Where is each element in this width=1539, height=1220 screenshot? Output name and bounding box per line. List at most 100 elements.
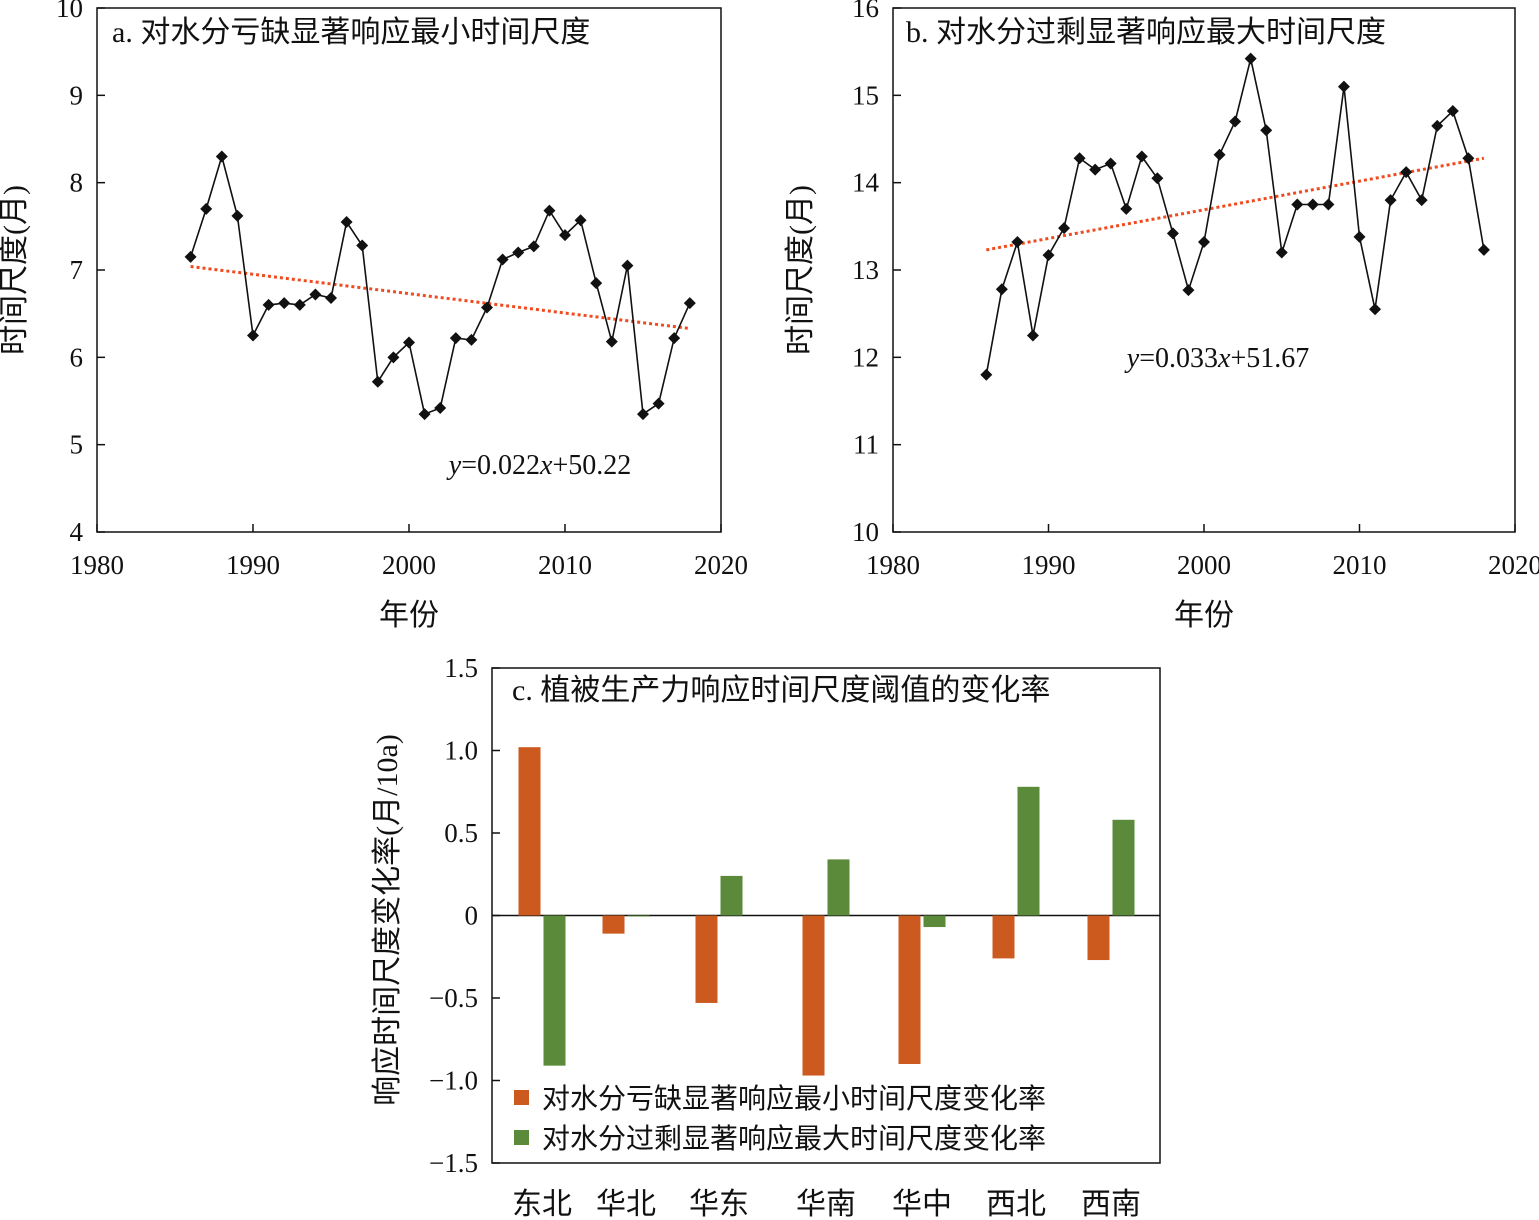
panel-b-x-tick-label: 2010 (1333, 550, 1387, 580)
panel-c-bar-surplus (1017, 786, 1040, 916)
panel-a-y-tick-label: 8 (70, 168, 84, 198)
panel-b-data-point (1384, 194, 1397, 207)
panel-a-data-point (387, 351, 400, 364)
panel-a-eq-intercept: +50.22 (552, 450, 631, 481)
panel-b-eq-var-x: x (1217, 343, 1231, 374)
panel-c-bar-deficit (898, 915, 921, 1064)
panel-b-data-point (1011, 236, 1024, 249)
panel-a-data-point (340, 215, 353, 228)
panel-c-legend: 对水分亏缺显著响应最小时间尺度变化率 对水分过剩显著响应最大时间尺度变化率 (514, 1083, 1046, 1155)
panel-a-eq-slope: =0.022 (461, 450, 540, 481)
panel-a-data-point (356, 239, 369, 252)
panel-b-data-point (1446, 105, 1459, 118)
panel-a-data-point (371, 375, 384, 388)
panel-b-eq-var-y: y (1124, 343, 1140, 374)
panel-b-data-point (1477, 243, 1490, 256)
panel-a-data-point (559, 229, 571, 242)
panel-a-x-tick-label: 2020 (694, 550, 748, 580)
panel-a-data-point (215, 150, 228, 163)
panel-c-y-tick-label: 1.0 (444, 736, 478, 766)
panel-a-data-point (668, 332, 681, 345)
panel-b-data-point (1291, 198, 1304, 211)
panel-b-data-point (1120, 202, 1133, 215)
panel-b-data-point (1073, 152, 1086, 165)
panel-b-data-point (1042, 249, 1055, 262)
panel-b-data-point (1166, 227, 1179, 240)
panel-b-line-chart: b. 对水分过剩显著响应最大时间尺度 年份 时间尺度(月) y=0.033x+5… (784, 0, 1539, 632)
panel-a-y-tick-label: 10 (56, 0, 83, 23)
panel-c-category-label: 西南 (1081, 1188, 1141, 1220)
panel-b-y-tick-label: 15 (852, 80, 879, 110)
panel-b-data-point (1369, 303, 1382, 316)
panel-a-x-axis-label: 年份 (379, 599, 439, 632)
panel-b-data-point (1462, 152, 1475, 165)
panel-b-data-point (1058, 222, 1071, 235)
panel-c-category-label: 华南 (796, 1188, 856, 1220)
panel-a-x-tick-label: 1980 (70, 550, 124, 580)
legend-swatch-deficit (514, 1090, 529, 1105)
panel-a-data-point (231, 209, 244, 222)
panel-a-data-point (309, 288, 322, 301)
panel-a-data-point (278, 297, 291, 310)
panel-b-data-point (1415, 194, 1428, 207)
panel-c-bar-deficit (518, 747, 541, 916)
panel-b-data-point (1400, 166, 1413, 179)
panel-a-data-point (262, 298, 275, 311)
panel-b-data-point (1182, 284, 1195, 297)
panel-a-y-tick-label: 4 (70, 517, 84, 547)
panel-a-data-point (418, 408, 431, 421)
panel-a-eq-var-x: x (539, 450, 553, 481)
panel-c-bar-deficit (992, 915, 1015, 959)
panel-b-y-tick-label: 14 (852, 168, 880, 198)
panel-c-bar-surplus (627, 915, 650, 917)
panel-c-y-tick-label: 1.5 (444, 653, 478, 683)
panel-a-data-point (683, 297, 696, 310)
panel-a-data-point (621, 259, 634, 272)
panel-a-data-point (605, 335, 618, 348)
panel-a-x-tick-label: 2000 (382, 550, 436, 580)
panel-b-data-point (1198, 236, 1210, 249)
panel-c-y-tick-label: 0.5 (444, 818, 478, 848)
panel-a-data-point (247, 329, 259, 342)
panel-c-category-label: 西北 (986, 1188, 1046, 1220)
panel-b-x-axis-label: 年份 (1174, 599, 1234, 632)
panel-b-data-point (1104, 157, 1117, 170)
panel-c-title: c. 植被生产力响应时间尺度阈值的变化率 (512, 674, 1050, 707)
panel-a-data-point (574, 214, 587, 227)
panel-a-data-point (200, 202, 213, 215)
panel-b-data-point (1353, 230, 1366, 243)
panel-a-data-point (512, 246, 525, 259)
panel-c-bar-chart: c. 植被生产力响应时间尺度阈值的变化率 响应时间尺度变化率(月/10a) 对水… (371, 653, 1161, 1220)
panel-b-data-point (1260, 124, 1273, 137)
panel-b-eq-slope: =0.033 (1139, 343, 1218, 374)
panel-b-data-point (1026, 329, 1039, 342)
panel-c-y-tick-label: −0.5 (429, 983, 478, 1013)
panel-a-data-point (496, 253, 509, 266)
panel-b-data-point (995, 283, 1008, 296)
panel-b-data-point (1089, 163, 1102, 176)
panel-c-bar-deficit (802, 915, 825, 1076)
panel-b-eq-intercept: +51.67 (1230, 343, 1309, 374)
panel-a-trend-line (190, 265, 690, 331)
panel-b-y-tick-label: 12 (852, 342, 879, 372)
panel-a-y-tick-label: 5 (70, 430, 84, 460)
panel-a-data-point (449, 332, 462, 345)
panel-a-data-point (184, 250, 197, 263)
panel-b-data-point (1431, 119, 1444, 132)
panel-a-data-point (293, 298, 306, 311)
panel-a-eq-var-y: y (446, 450, 462, 481)
panel-b-data-point (1151, 172, 1164, 185)
panel-a-y-tick-label: 9 (70, 80, 84, 110)
panel-a-data-point (637, 408, 649, 421)
panel-a-data-point (527, 240, 540, 253)
panel-a-y-tick-label: 6 (70, 342, 84, 372)
panel-c-bar-deficit (602, 915, 625, 934)
panel-b-data-point (1135, 150, 1148, 163)
panel-c-y-tick-label: −1.5 (429, 1148, 478, 1178)
panel-a-y-axis-label: 时间尺度(月) (0, 185, 31, 355)
panel-a-data-point (481, 301, 493, 314)
panel-a-data-point (434, 401, 447, 414)
panel-b-trend-equation: y=0.033x+51.67 (1124, 343, 1309, 374)
panel-c-bar-surplus (720, 875, 743, 916)
panel-b-title: b. 对水分过剩显著响应最大时间尺度 (906, 16, 1386, 49)
